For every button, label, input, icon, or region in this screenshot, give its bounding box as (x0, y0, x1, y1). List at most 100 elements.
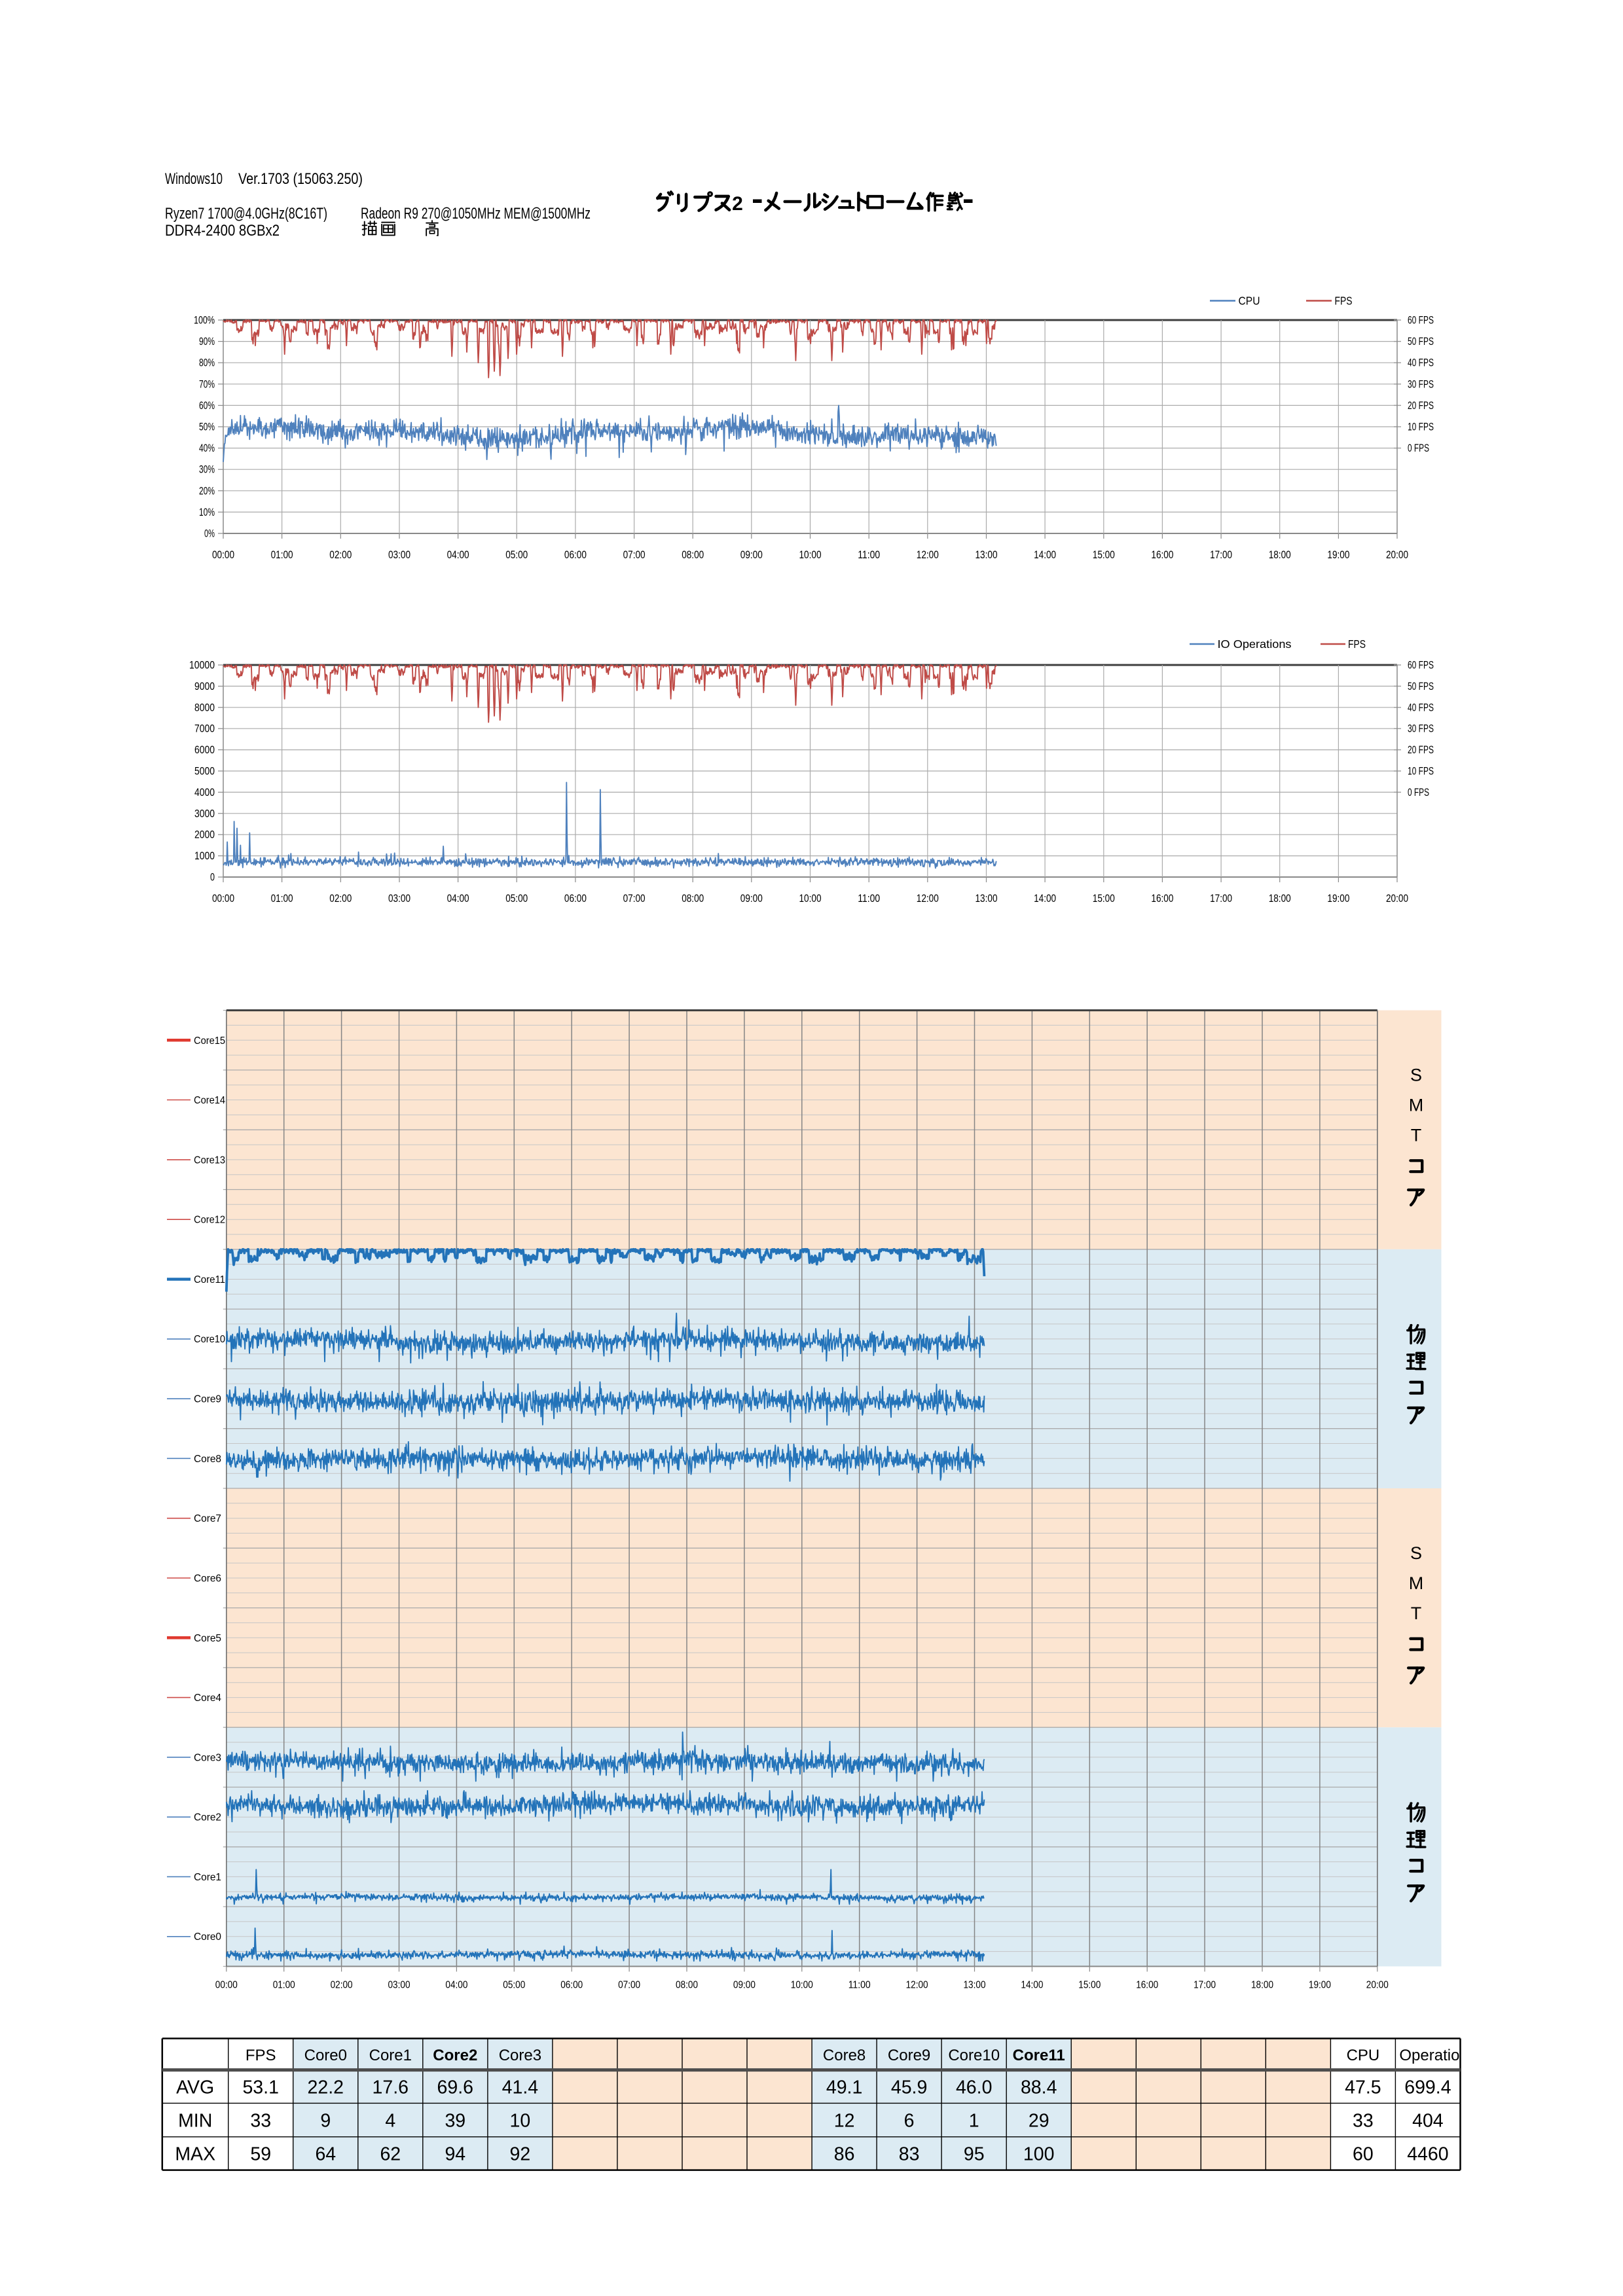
svg-text:05:00: 05:00 (505, 549, 528, 561)
svg-text:41.4: 41.4 (502, 2077, 539, 2098)
svg-text:1: 1 (969, 2111, 979, 2132)
svg-text:8000: 8000 (194, 702, 215, 713)
svg-text:16:00: 16:00 (1151, 549, 1173, 561)
svg-text:33: 33 (1353, 2111, 1374, 2132)
svg-text:80%: 80% (199, 357, 215, 369)
svg-text:404: 404 (1412, 2111, 1444, 2132)
svg-text:Core10: Core10 (948, 2047, 1000, 2064)
svg-text:7000: 7000 (194, 723, 215, 735)
svg-text:2: 2 (732, 193, 743, 215)
svg-text:12: 12 (834, 2111, 855, 2132)
svg-text:45.9: 45.9 (891, 2077, 927, 2098)
svg-text:50 FPS: 50 FPS (1408, 681, 1434, 692)
svg-text:Radeon R9 270@1050MHz MEM@1500: Radeon R9 270@1050MHz MEM@1500MHz (361, 205, 591, 223)
svg-text:MIN: MIN (178, 2111, 212, 2132)
svg-text:05:00: 05:00 (503, 1979, 525, 1990)
svg-text:Core9: Core9 (194, 1394, 221, 1405)
svg-text:08:00: 08:00 (676, 1979, 698, 1990)
svg-text:0 FPS: 0 FPS (1408, 442, 1429, 454)
svg-text:07:00: 07:00 (618, 1979, 640, 1990)
svg-text:12:00: 12:00 (906, 1979, 928, 1990)
svg-text:Ver.1703 (15063.250): Ver.1703 (15063.250) (238, 170, 363, 188)
svg-text:69.6: 69.6 (437, 2077, 473, 2098)
svg-text:12:00: 12:00 (917, 549, 939, 561)
svg-text:62: 62 (380, 2144, 401, 2165)
svg-text:Ryzen7 1700@4.0GHz(8C16T): Ryzen7 1700@4.0GHz(8C16T) (165, 205, 327, 223)
svg-text:Core3: Core3 (499, 2047, 541, 2064)
svg-text:50 FPS: 50 FPS (1408, 336, 1434, 348)
svg-text:AVG: AVG (176, 2077, 214, 2098)
svg-text:30 FPS: 30 FPS (1408, 723, 1434, 735)
svg-text:16:00: 16:00 (1136, 1979, 1158, 1990)
svg-text:06:00: 06:00 (564, 893, 587, 905)
svg-text:14:00: 14:00 (1034, 549, 1056, 561)
svg-text:Operations: Operations (1399, 2047, 1476, 2064)
svg-text:Core3: Core3 (194, 1752, 221, 1763)
svg-text:60 FPS: 60 FPS (1408, 315, 1434, 327)
svg-text:60%: 60% (199, 400, 215, 412)
svg-text:699.4: 699.4 (1404, 2077, 1451, 2098)
svg-text:5000: 5000 (194, 766, 215, 778)
svg-text:10: 10 (510, 2111, 531, 2132)
svg-text:17:00: 17:00 (1210, 893, 1232, 905)
svg-text:10 FPS: 10 FPS (1408, 766, 1434, 778)
svg-text:60 FPS: 60 FPS (1408, 660, 1434, 672)
svg-text:86: 86 (834, 2144, 855, 2165)
svg-text:MAX: MAX (175, 2144, 215, 2165)
svg-text:09:00: 09:00 (740, 549, 763, 561)
svg-text:Core5: Core5 (194, 1633, 221, 1644)
svg-text:18:00: 18:00 (1269, 549, 1291, 561)
svg-text:Core12: Core12 (194, 1215, 225, 1226)
svg-text:09:00: 09:00 (740, 893, 763, 905)
svg-text:FPS: FPS (246, 2047, 276, 2064)
svg-text:0%: 0% (204, 528, 215, 540)
svg-text:15:00: 15:00 (1093, 549, 1115, 561)
svg-text:Core2: Core2 (433, 2047, 477, 2064)
svg-text:02:00: 02:00 (329, 549, 352, 561)
svg-text:2000: 2000 (194, 829, 215, 841)
svg-text:49.1: 49.1 (826, 2077, 862, 2098)
svg-text:02:00: 02:00 (329, 893, 352, 905)
svg-text:Core1: Core1 (369, 2047, 412, 2064)
svg-text:10000: 10000 (189, 660, 215, 672)
svg-text:39: 39 (445, 2111, 465, 2132)
svg-text:01:00: 01:00 (271, 549, 293, 561)
svg-text:Core8: Core8 (823, 2047, 866, 2064)
svg-text:40 FPS: 40 FPS (1408, 702, 1434, 713)
svg-text:FPS: FPS (1335, 295, 1353, 308)
svg-text:20 FPS: 20 FPS (1408, 400, 1434, 412)
svg-text:0: 0 (210, 872, 215, 884)
svg-text:01:00: 01:00 (271, 893, 293, 905)
svg-text:19:00: 19:00 (1309, 1979, 1331, 1990)
svg-text:13:00: 13:00 (964, 1979, 986, 1990)
svg-text:Core13: Core13 (194, 1155, 225, 1166)
svg-text:3000: 3000 (194, 808, 215, 819)
svg-text:92: 92 (510, 2144, 531, 2165)
svg-text:06:00: 06:00 (564, 549, 587, 561)
svg-text:Core9: Core9 (888, 2047, 930, 2064)
svg-text:Core0: Core0 (304, 2047, 347, 2064)
svg-text:17:00: 17:00 (1194, 1979, 1216, 1990)
svg-text:33: 33 (250, 2111, 271, 2132)
svg-text:90%: 90% (199, 336, 215, 348)
svg-text:19:00: 19:00 (1327, 549, 1349, 561)
svg-text:00:00: 00:00 (215, 1979, 238, 1990)
svg-text:20 FPS: 20 FPS (1408, 744, 1434, 756)
svg-text:30%: 30% (199, 464, 215, 476)
svg-text:9: 9 (320, 2111, 331, 2132)
svg-text:83: 83 (899, 2144, 920, 2165)
svg-text:6000: 6000 (194, 744, 215, 756)
svg-text:06:00: 06:00 (560, 1979, 583, 1990)
svg-text:07:00: 07:00 (623, 549, 646, 561)
svg-text:M: M (1409, 1096, 1424, 1115)
svg-text:29: 29 (1029, 2111, 1049, 2132)
svg-text:FPS: FPS (1348, 637, 1366, 651)
svg-text:08:00: 08:00 (682, 549, 704, 561)
svg-text:Core2: Core2 (194, 1812, 221, 1823)
svg-text:00:00: 00:00 (212, 893, 234, 905)
svg-text:10:00: 10:00 (791, 1979, 813, 1990)
svg-text:08:00: 08:00 (682, 893, 704, 905)
svg-text:12:00: 12:00 (917, 893, 939, 905)
svg-text:14:00: 14:00 (1021, 1979, 1043, 1990)
svg-text:100%: 100% (194, 315, 215, 327)
